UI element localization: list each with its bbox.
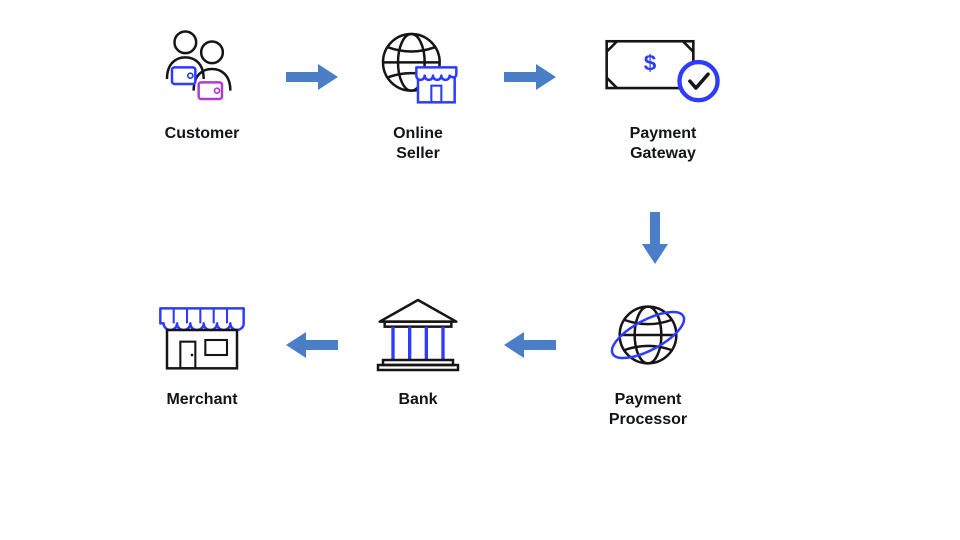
node-payment-processor: Payment Processor (598, 290, 698, 430)
arrow-down (640, 210, 670, 266)
arrow-left-2 (284, 330, 340, 360)
arrow-right-1 (284, 62, 340, 92)
customer-icon (152, 24, 252, 114)
arrow-right-2 (502, 62, 558, 92)
online-seller-icon (368, 24, 468, 114)
node-online-seller: Online Seller (368, 24, 468, 164)
node-label: Payment Gateway (630, 124, 697, 164)
node-label: Bank (398, 390, 437, 410)
node-merchant: Merchant (152, 290, 252, 410)
arrow-left-1 (502, 330, 558, 360)
payment-gateway-icon: $ (598, 24, 728, 114)
node-label: Customer (165, 124, 240, 144)
bank-icon (368, 290, 468, 380)
node-label: Online Seller (393, 124, 443, 164)
node-label: Merchant (166, 390, 237, 410)
payment-processor-icon (598, 290, 698, 380)
node-payment-gateway: $ Payment Gateway (598, 24, 728, 164)
node-label: Payment Processor (609, 390, 687, 430)
node-customer: Customer (152, 24, 252, 144)
merchant-icon (152, 290, 252, 380)
svg-text:$: $ (644, 51, 657, 76)
node-bank: Bank (368, 290, 468, 410)
